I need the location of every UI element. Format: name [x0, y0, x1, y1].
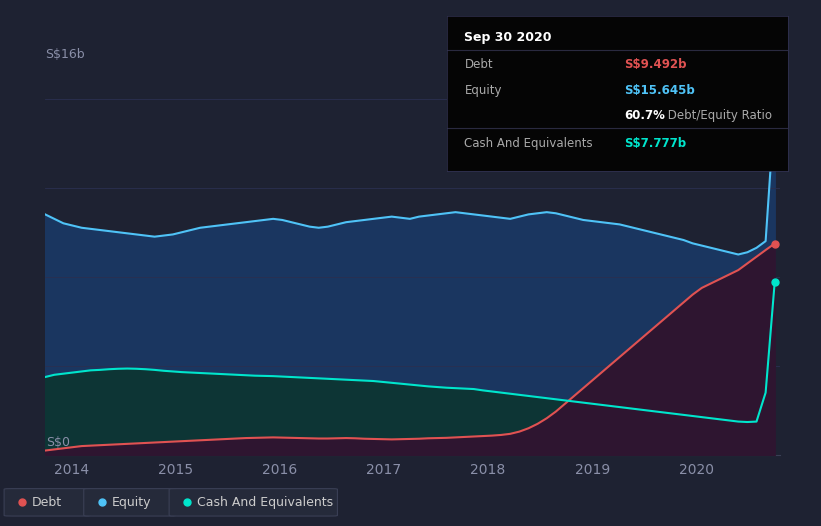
Text: Debt/Equity Ratio: Debt/Equity Ratio — [664, 109, 772, 122]
Text: Debt: Debt — [465, 58, 493, 70]
FancyBboxPatch shape — [4, 489, 90, 516]
Text: Cash And Equivalents: Cash And Equivalents — [465, 137, 593, 150]
Text: S$9.492b: S$9.492b — [625, 58, 687, 70]
Text: S$15.645b: S$15.645b — [625, 84, 695, 97]
Text: Sep 30 2020: Sep 30 2020 — [465, 32, 552, 44]
Text: S$0: S$0 — [47, 436, 71, 449]
Text: S$16b: S$16b — [45, 48, 85, 61]
Text: Cash And Equivalents: Cash And Equivalents — [197, 496, 333, 509]
FancyBboxPatch shape — [169, 489, 337, 516]
Text: 60.7%: 60.7% — [625, 109, 666, 122]
Text: S$7.777b: S$7.777b — [625, 137, 686, 150]
Text: Equity: Equity — [465, 84, 502, 97]
Text: Debt: Debt — [32, 496, 62, 509]
Text: Equity: Equity — [112, 496, 151, 509]
FancyBboxPatch shape — [84, 489, 176, 516]
